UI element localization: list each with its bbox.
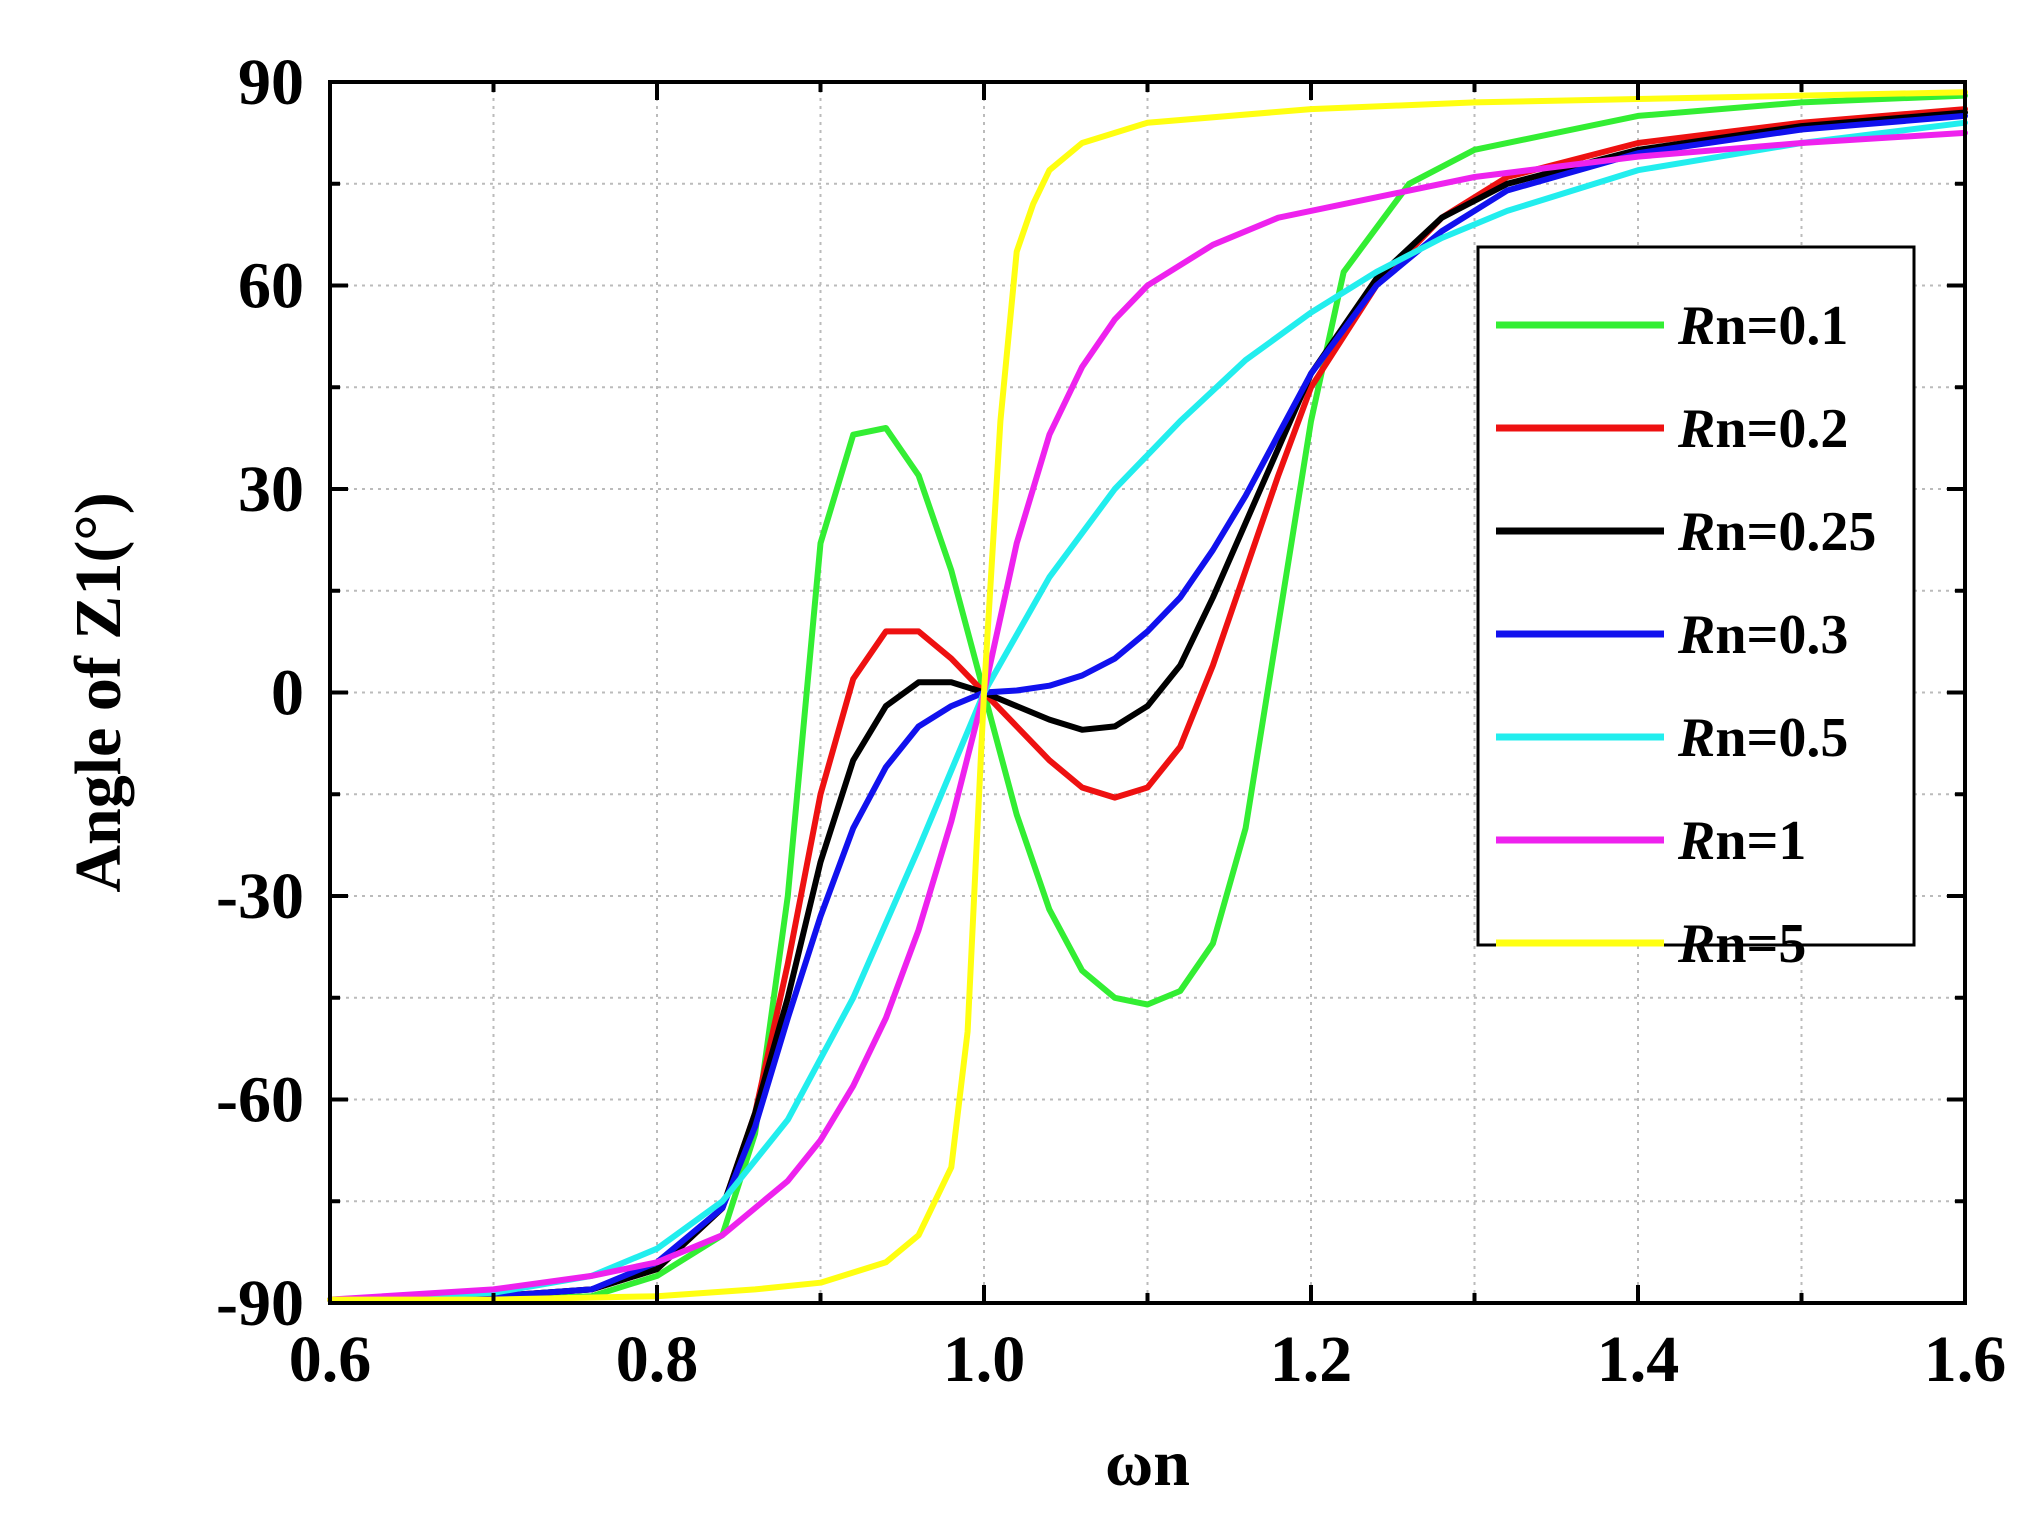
legend-item: Rn=0.2 — [1496, 398, 1848, 460]
y-tick-label: 90 — [238, 46, 304, 119]
legend-label-prefix: R — [1677, 810, 1715, 872]
series-line-6 — [327, 89, 1968, 1303]
x-tick-label: 0.6 — [289, 1323, 372, 1396]
legend-label-prefix: R — [1677, 295, 1715, 357]
x-tick-label: 1.2 — [1270, 1323, 1353, 1396]
legend-label-prefix: R — [1677, 398, 1715, 460]
legend-item: Rn=0.1 — [1496, 295, 1848, 357]
legend-label-prefix: R — [1677, 913, 1715, 975]
legend-label: Rn=0.1 — [1677, 295, 1848, 357]
y-tick-labels: -90 -60 -30 0 30 60 90 — [216, 46, 304, 1340]
series-line-4 — [327, 119, 1968, 1303]
y-tick-label: -90 — [216, 1267, 304, 1340]
series-line-0 — [327, 92, 1968, 1303]
legend-label-suffix: n=0.5 — [1715, 707, 1848, 769]
x-tick-label: 1.0 — [943, 1323, 1026, 1396]
legend-label-suffix: n=0.25 — [1715, 501, 1876, 563]
legend-label: Rn=5 — [1677, 913, 1806, 975]
y-tick-label: 60 — [238, 250, 304, 323]
x-axis-title: ωn — [1105, 1427, 1190, 1500]
y-tick-label: 0 — [271, 657, 304, 730]
legend-item: Rn=0.25 — [1496, 501, 1876, 563]
legend-label-prefix: R — [1677, 604, 1715, 666]
x-tick-labels: 0.6 0.8 1.0 1.2 1.4 1.6 — [289, 1323, 2007, 1396]
y-tick-label: 30 — [238, 453, 304, 526]
x-tick-label: 1.6 — [1924, 1323, 2007, 1396]
y-tick-label: -30 — [216, 860, 304, 933]
x-tick-label: 0.8 — [616, 1323, 699, 1396]
legend-label: Rn=0.25 — [1677, 501, 1876, 563]
legend-label-prefix: R — [1677, 707, 1715, 769]
legend-item: Rn=5 — [1496, 913, 1806, 975]
series-line-3 — [327, 112, 1968, 1303]
legend-label: Rn=0.5 — [1677, 707, 1848, 769]
legend-item: Rn=0.5 — [1496, 707, 1848, 769]
legend-label-suffix: n=0.1 — [1715, 295, 1848, 357]
legend-label: Rn=0.3 — [1677, 604, 1848, 666]
legend-box — [1476, 245, 1916, 947]
legend-label-suffix: n=1 — [1715, 810, 1806, 872]
legend-item: Rn=1 — [1496, 810, 1806, 872]
legend-label: Rn=1 — [1677, 810, 1806, 872]
legend-item: Rn=0.3 — [1496, 604, 1848, 666]
series-layer — [327, 89, 1968, 1303]
y-axis-title: Angle of Z1(°) — [62, 492, 135, 892]
series-line-5 — [327, 129, 1968, 1303]
x-tick-label: 1.4 — [1597, 1323, 1680, 1396]
legend-label: Rn=0.2 — [1677, 398, 1848, 460]
legend-label-suffix: n=0.3 — [1715, 604, 1848, 666]
axis-ticks — [328, 80, 1967, 1305]
legend-label-prefix: R — [1677, 501, 1715, 563]
legend-label-suffix: n=5 — [1715, 913, 1806, 975]
legend-label-suffix: n=0.2 — [1715, 398, 1848, 460]
y-tick-label: -60 — [216, 1064, 304, 1137]
